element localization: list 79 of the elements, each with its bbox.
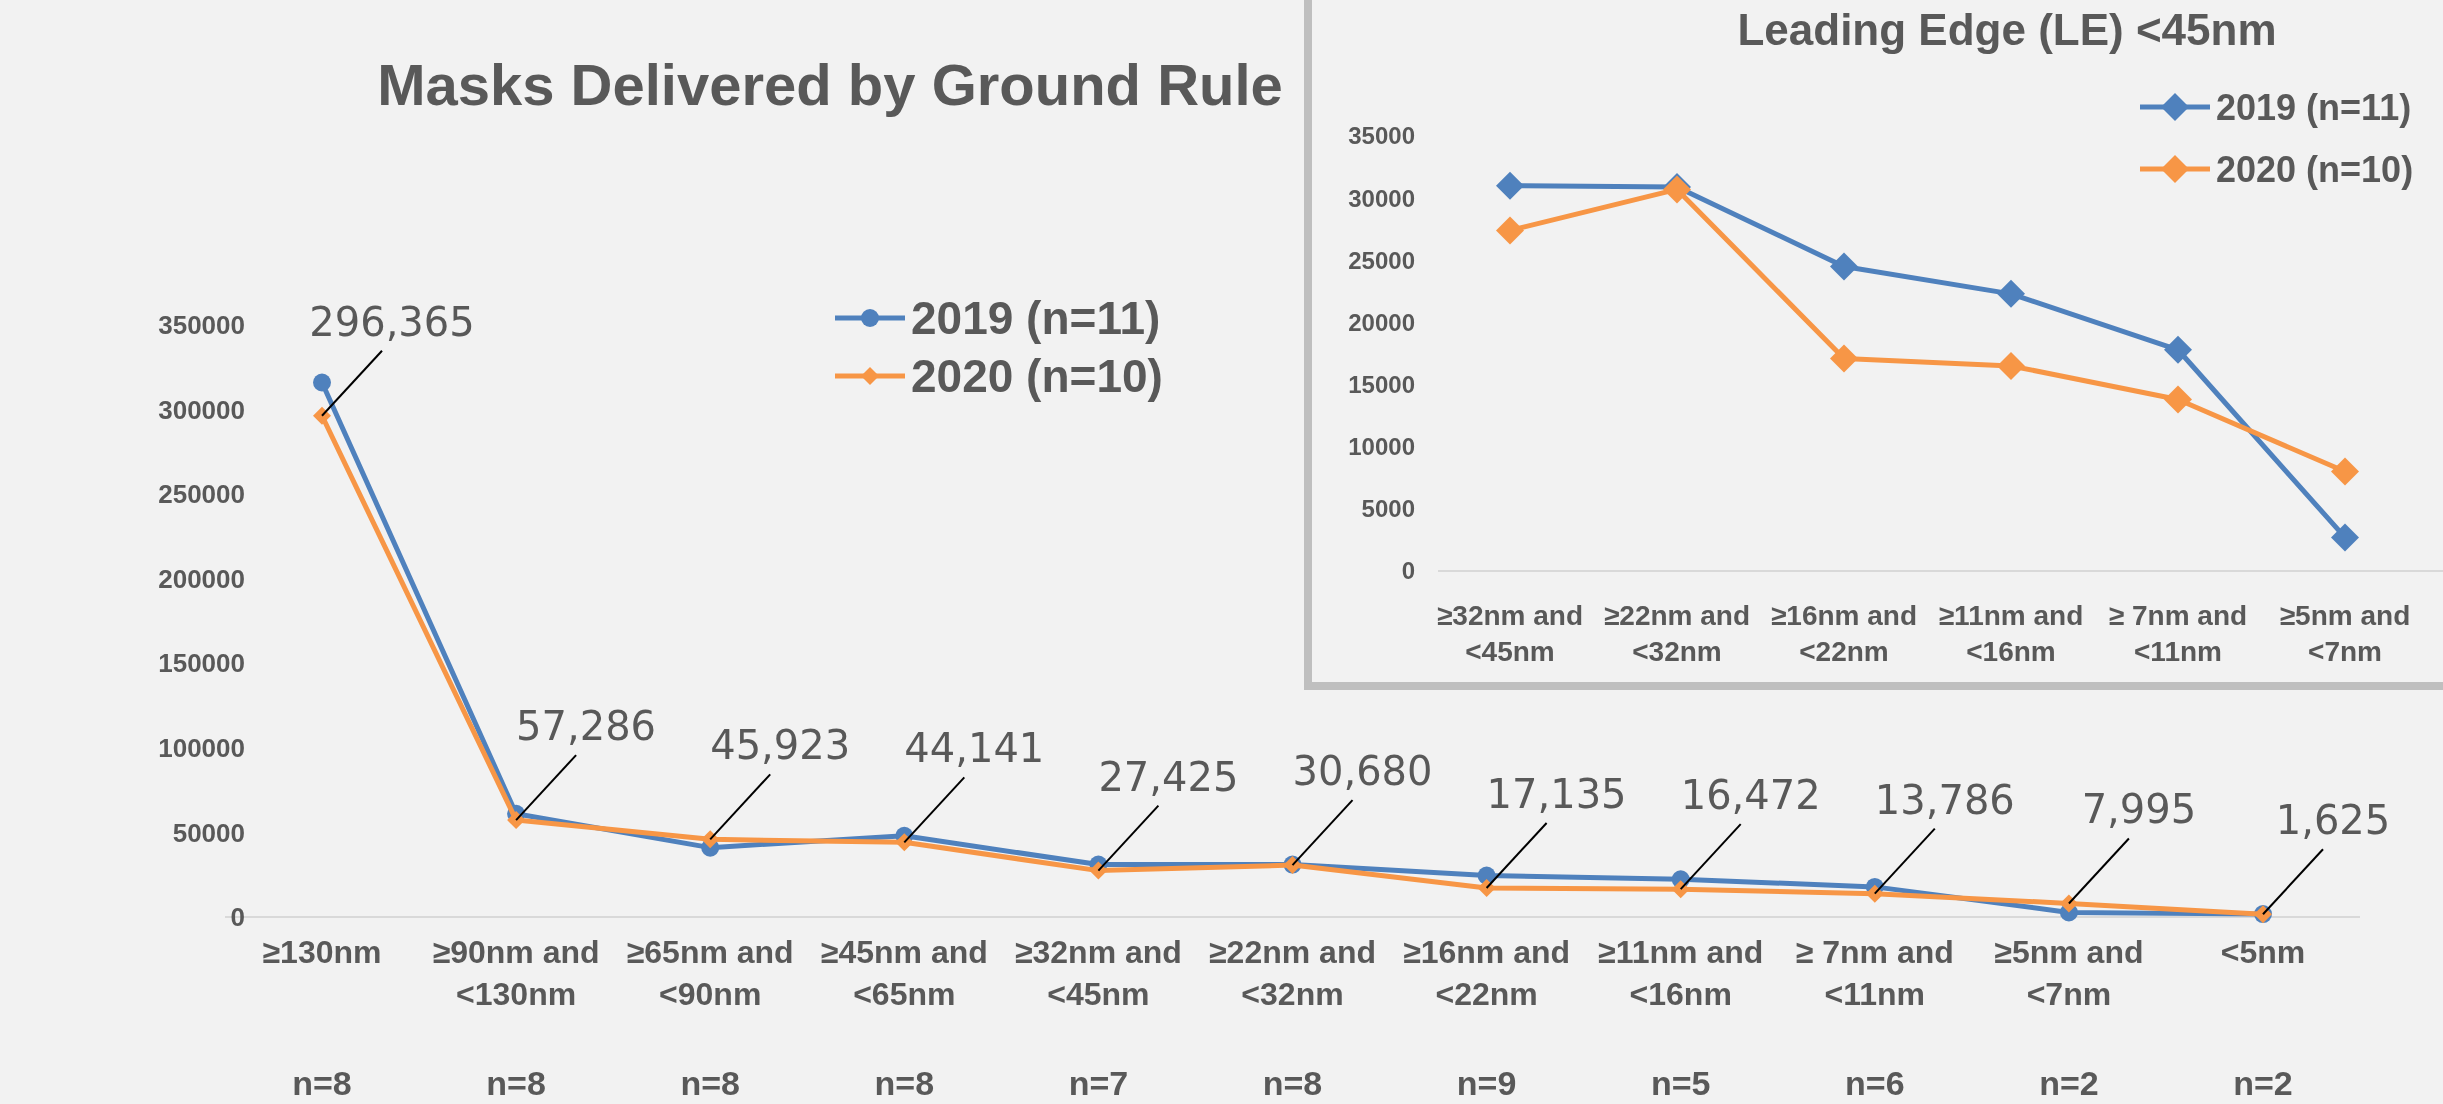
- text: n=9: [1456, 1064, 1517, 1102]
- text: n=6: [1845, 1064, 1905, 1102]
- point: [1997, 351, 2025, 380]
- y-tick-label: 20000: [1348, 308, 1415, 336]
- y-tick-label: 25000: [1348, 246, 1415, 274]
- text: n=8: [1262, 1064, 1323, 1102]
- point: [1671, 880, 1690, 899]
- x-tick-label: ≥16nm and <22nm: [1770, 600, 1918, 668]
- x-tick-label: ≥ 7nm and <11nm: [1795, 934, 1954, 1012]
- chart-title: Leading Edge (LE) <45nm: [1737, 5, 2277, 54]
- data-label: 17,135: [1486, 771, 1627, 818]
- x-tick-label: ≥22nm and <32nm: [1603, 600, 1751, 668]
- x-tick-label: ≥5nm and <7nm: [2279, 600, 2411, 668]
- data-label: 45,923: [710, 722, 851, 769]
- y-tick-label: 100000: [158, 732, 245, 763]
- text: n=2: [2039, 1064, 2099, 1102]
- x-tick-label: ≥65nm and <90nm: [626, 934, 794, 1012]
- point: [1830, 252, 1858, 281]
- data-label: 16,472: [1680, 772, 1821, 819]
- y-tick-label: 35000: [1348, 122, 1415, 150]
- point: [313, 373, 331, 392]
- x-tick-label: ≥11nm and <16nm: [1938, 600, 2084, 668]
- data-label: 44,141: [904, 725, 1045, 772]
- x-tick-label: ≥45nm and <65nm: [820, 934, 988, 1012]
- legend-label: 2019 (n=11): [911, 292, 1161, 345]
- point: [895, 833, 914, 852]
- data-label: 30,680: [1292, 748, 1433, 795]
- x-tick-label: ≥16nm and <22nm: [1403, 934, 1571, 1012]
- point: [1997, 279, 2025, 308]
- text: n=8: [486, 1064, 546, 1102]
- y-tick-label: 200000: [158, 563, 245, 594]
- data-label: 7,995: [2081, 786, 2197, 833]
- data-label: 13,786: [1874, 776, 2015, 823]
- text: n=5: [1650, 1064, 1711, 1102]
- legend-label: 2019 (n=11): [2216, 86, 2412, 128]
- x-tick-label: ≥11nm and <16nm: [1598, 934, 1764, 1012]
- point: [1089, 861, 1108, 880]
- chart-title: Masks Delivered by Ground Rule: [377, 52, 1283, 117]
- y-tick-label: 30000: [1348, 184, 1415, 212]
- text: n=7: [1068, 1064, 1129, 1102]
- text: n=8: [680, 1064, 740, 1102]
- point: [1496, 216, 1524, 245]
- data-label: 57,286: [516, 703, 657, 750]
- legend-label: 2020 (n=10): [911, 350, 1163, 403]
- legend-label: 2020 (n=10): [2216, 148, 2414, 190]
- point: [2164, 385, 2192, 414]
- point: [2164, 335, 2192, 364]
- y-tick-label: 0: [230, 902, 245, 933]
- text: n=8: [292, 1064, 352, 1102]
- data-label: 27,425: [1098, 753, 1239, 800]
- point: [2331, 523, 2359, 552]
- point: [2331, 457, 2359, 486]
- y-tick-label: 5000: [1361, 495, 1415, 523]
- x-tick-label: ≥ 7nm and <11nm: [2108, 600, 2248, 668]
- x-tick-label: ≥90nm and <130nm: [432, 934, 600, 1012]
- y-tick-label: 250000: [158, 479, 245, 510]
- x-tick-label: ≥32nm and <45nm: [1014, 934, 1182, 1012]
- point: [1496, 171, 1524, 200]
- data-label: 1,625: [2275, 797, 2391, 844]
- y-tick-label: 15000: [1348, 370, 1415, 398]
- y-tick-label: 350000: [158, 310, 245, 341]
- point: [313, 406, 331, 425]
- y-tick-label: 300000: [158, 394, 245, 425]
- text: n=8: [874, 1064, 935, 1102]
- point: [507, 811, 526, 830]
- point: [1830, 344, 1858, 373]
- y-tick-label: 10000: [1348, 433, 1415, 461]
- y-tick-label: 50000: [172, 817, 245, 848]
- point: [2059, 894, 2078, 913]
- x-tick-label: ≥22nm and <32nm: [1209, 934, 1376, 1012]
- x-tick-label: ≥32nm and <45nm: [1436, 600, 1584, 668]
- point: [1477, 879, 1496, 898]
- data-label: 296,365: [309, 298, 475, 345]
- y-tick-label: 150000: [158, 648, 245, 679]
- x-tick-label: ≥5nm and <7nm: [1994, 934, 2144, 1012]
- text: n=2: [2233, 1064, 2293, 1102]
- x-tick-label: ≥130nm: [262, 934, 382, 970]
- y-tick-label: 0: [1401, 557, 1415, 585]
- x-tick-label: <5nm: [2220, 934, 2306, 970]
